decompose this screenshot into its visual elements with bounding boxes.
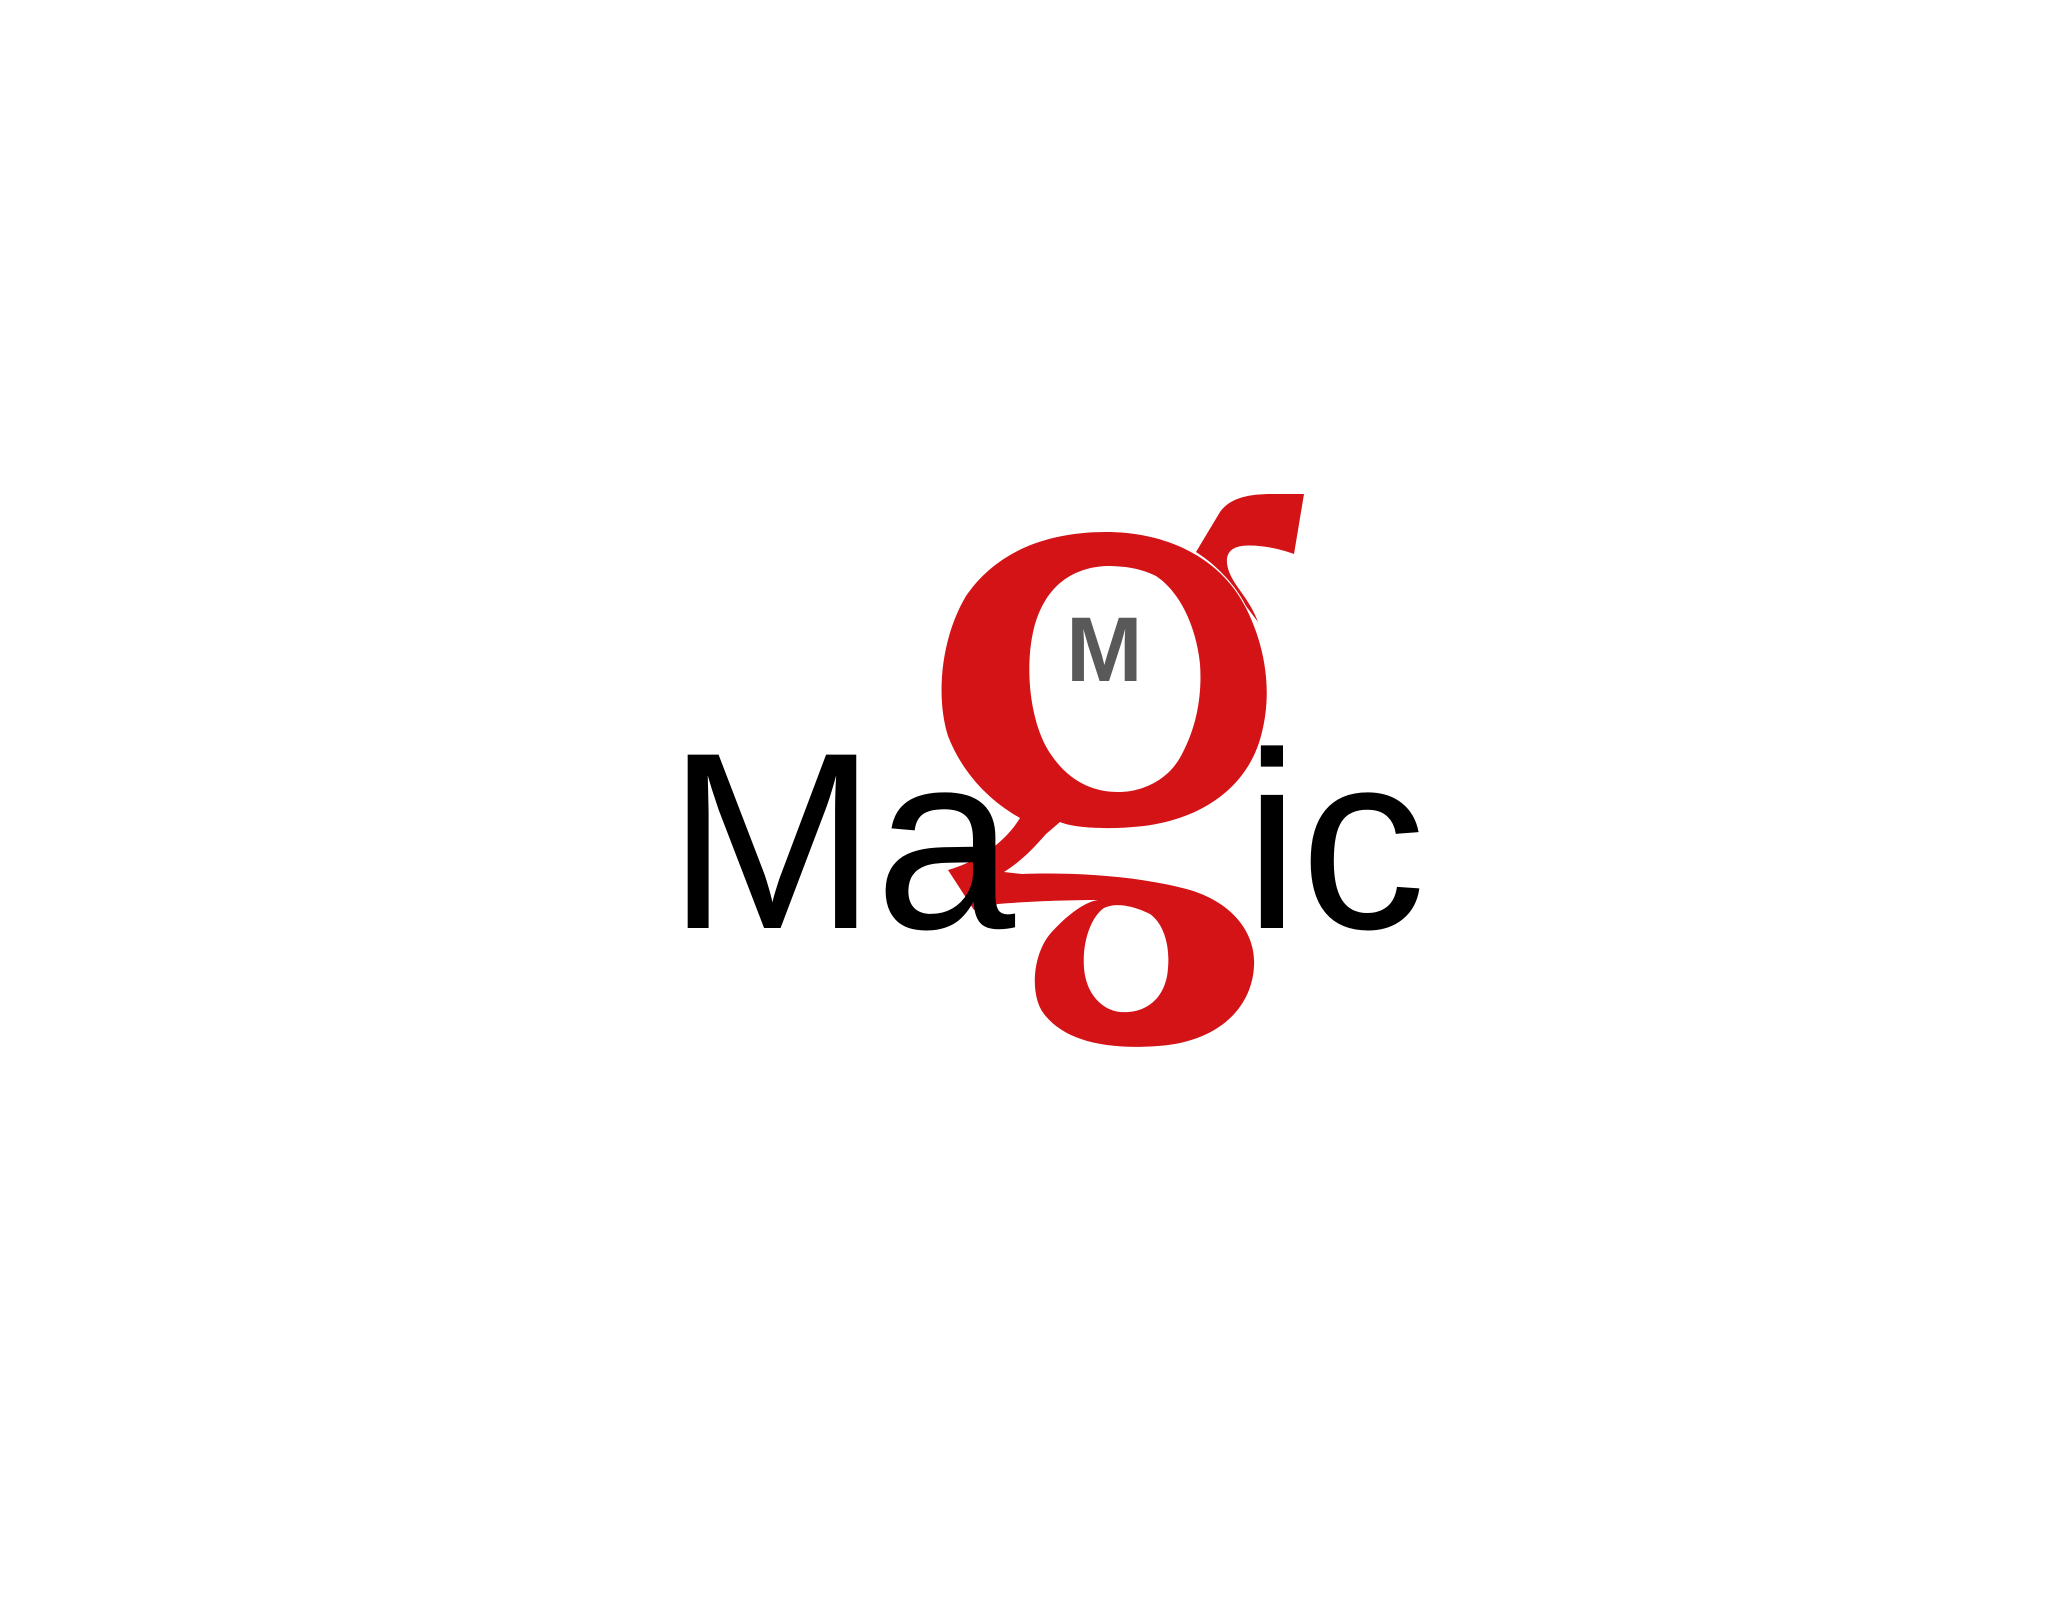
logo-right-text: ic bbox=[1244, 701, 1426, 982]
red-g-glyph bbox=[941, 494, 1304, 1047]
logo-inner-mark: M bbox=[1066, 599, 1143, 701]
logo-left-text: Ma bbox=[667, 701, 1015, 982]
